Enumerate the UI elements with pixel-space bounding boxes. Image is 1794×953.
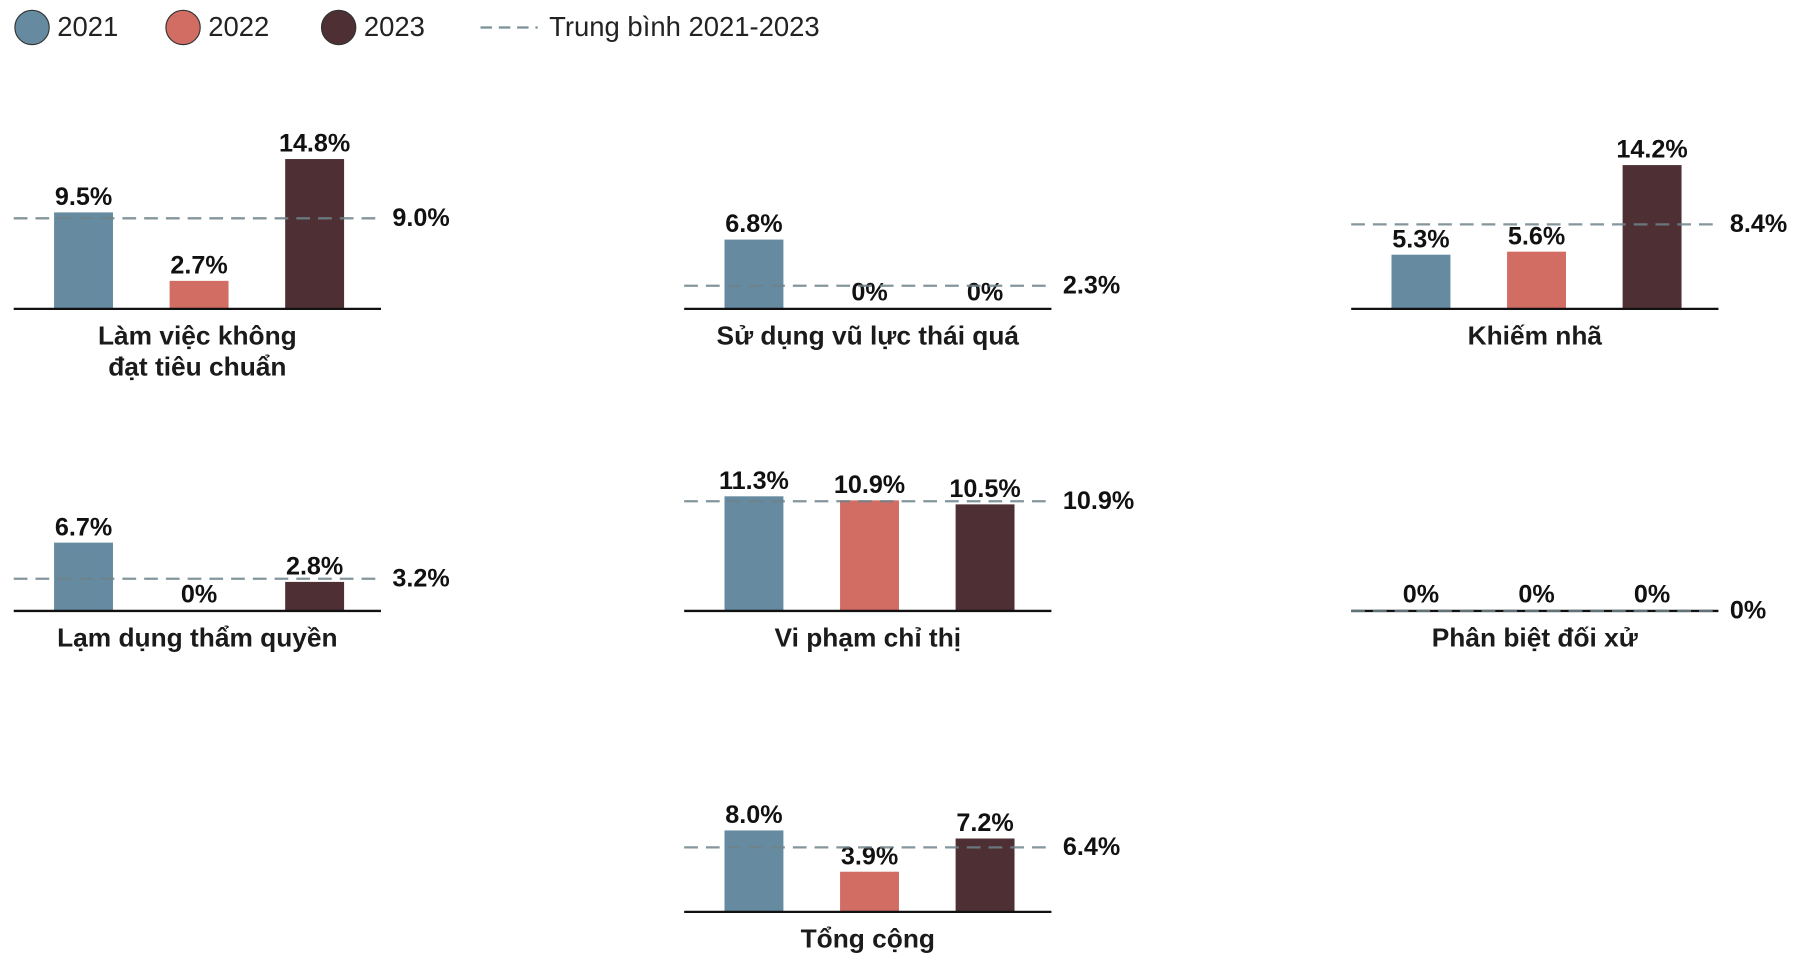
panel-title: Lạm dụng thẩm quyền <box>57 623 338 653</box>
legend-label: 2021 <box>57 11 118 42</box>
bar <box>1391 254 1451 310</box>
value-label: 7.2% <box>956 809 1013 837</box>
value-label: 14.2% <box>1616 136 1687 164</box>
average-label: 3.2% <box>392 565 449 593</box>
value-label: 0% <box>181 581 217 609</box>
panel-title: Khiếm nhã <box>1468 320 1603 350</box>
legend-swatch <box>14 9 50 46</box>
average-label: 0% <box>1730 597 1766 625</box>
panel-title: Vi phạm chỉ thị <box>775 623 962 653</box>
legend-label: 2023 <box>364 11 425 42</box>
value-label: 0% <box>1518 581 1554 609</box>
bar <box>169 280 229 310</box>
value-label: 9.5% <box>55 183 112 211</box>
average-label: 8.4% <box>1730 210 1787 238</box>
bar <box>840 871 899 913</box>
value-label: 5.6% <box>1508 222 1565 250</box>
value-label: 10.5% <box>949 475 1020 503</box>
bar <box>285 159 345 310</box>
value-label: 11.3% <box>719 467 789 495</box>
legend-label: Trung bình 2021-2023 <box>549 11 820 42</box>
bar <box>1507 251 1566 310</box>
bar <box>955 504 1015 612</box>
bar <box>54 212 113 310</box>
bar <box>724 496 784 612</box>
bar <box>285 581 345 612</box>
panel-title: Làm việc không <box>98 320 297 350</box>
value-label: 5.3% <box>1392 225 1449 253</box>
value-label: 2.7% <box>170 252 227 280</box>
value-label: 0% <box>851 279 887 307</box>
value-label: 8.0% <box>725 801 782 829</box>
average-label: 10.9% <box>1063 487 1134 515</box>
value-label: 0% <box>967 279 1003 307</box>
chart-body: 2021 2022 2023 Trung bình 2021-2023 9.5% 2.7%… <box>13 9 1787 953</box>
legend-swatch <box>165 9 201 46</box>
value-label: 14.8% <box>279 130 350 158</box>
legend-swatch <box>320 9 357 46</box>
value-label: 10.9% <box>834 471 905 499</box>
value-label: 0% <box>1403 581 1439 609</box>
panel-title: Tổng cộng <box>801 923 935 953</box>
value-label: 0% <box>1634 581 1670 609</box>
panel-title: đạt tiêu chuẩn <box>108 351 286 381</box>
average-label: 2.3% <box>1063 272 1120 300</box>
panel-title: Sử dụng vũ lực thái quá <box>717 320 1020 350</box>
bar <box>1622 165 1682 310</box>
bar <box>955 838 1015 913</box>
bar <box>840 500 899 612</box>
legend-label: 2022 <box>208 11 269 42</box>
bar <box>724 239 784 310</box>
value-label: 6.8% <box>725 210 782 238</box>
average-label: 6.4% <box>1063 833 1120 861</box>
average-label: 9.0% <box>392 204 449 232</box>
bar <box>54 542 113 612</box>
panel-title: Phân biệt đối xử <box>1432 623 1639 653</box>
value-label: 2.8% <box>286 553 343 581</box>
value-label: 6.7% <box>55 513 112 541</box>
bar <box>724 830 784 913</box>
